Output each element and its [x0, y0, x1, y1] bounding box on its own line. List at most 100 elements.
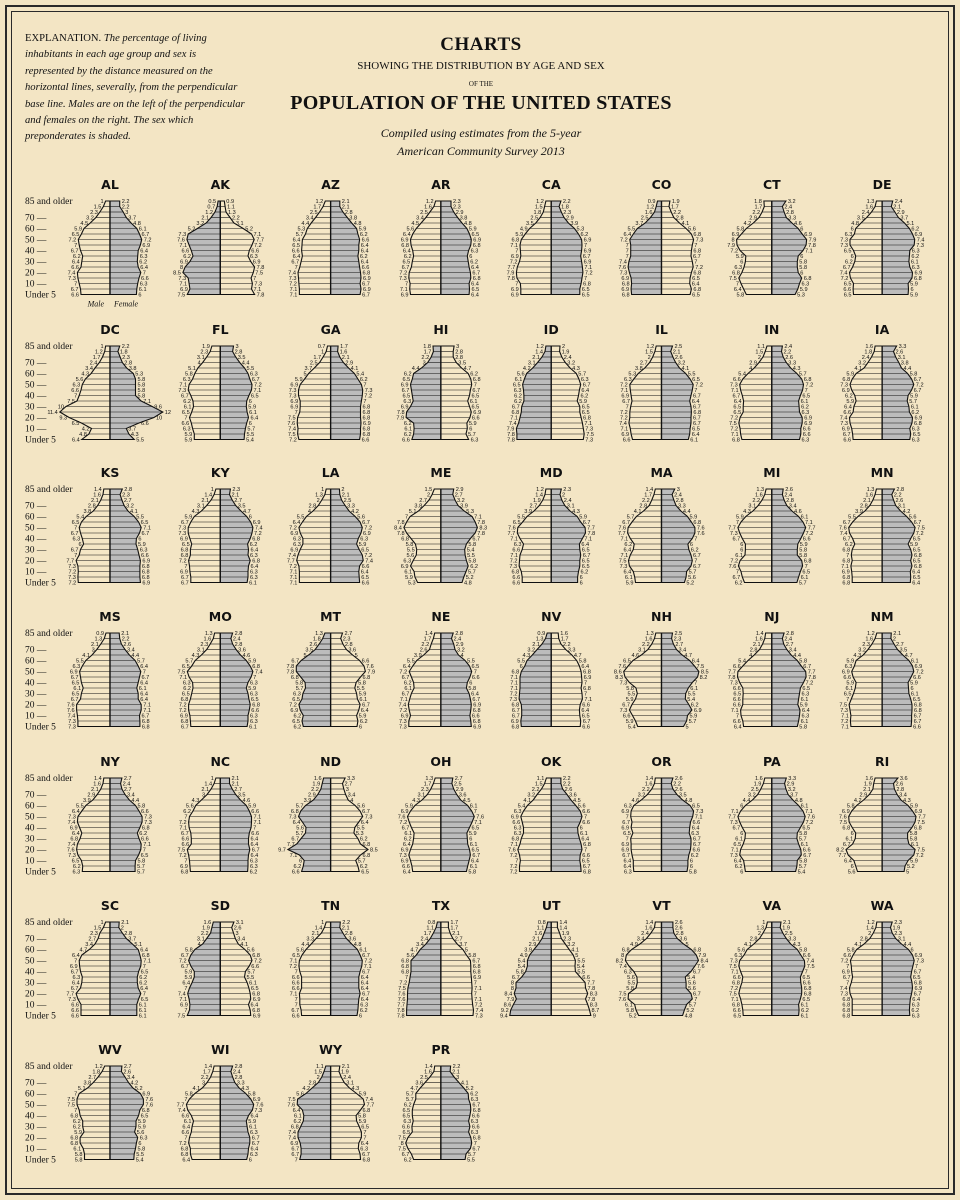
male-value-label: 6.3	[514, 388, 522, 394]
female-value-label: 6.3	[250, 681, 258, 687]
male-value-label: 6	[78, 542, 81, 548]
male-value-label: 5.5	[407, 659, 415, 665]
female-value-label: 2.6	[896, 782, 904, 788]
male-value-label: 7.6	[729, 564, 737, 570]
female-value-label: 6.2	[360, 719, 368, 725]
female-value-label: 3.4	[789, 648, 797, 654]
male-value-label: 5.9	[405, 804, 413, 810]
female-value-label: 6.9	[694, 708, 702, 714]
male-value-label: 6.6	[71, 1014, 79, 1020]
female-value-label: 2.4	[233, 637, 241, 643]
male-value-label: 2.1	[201, 216, 209, 222]
age-axis-label: 60 —	[25, 225, 47, 235]
female-value-label: 6.8	[914, 553, 922, 559]
female-value-label: 4	[350, 798, 353, 804]
male-value-label: 7.2	[730, 416, 738, 422]
female-value-label: 2.2	[122, 344, 130, 350]
male-value-label: 3.4	[85, 942, 93, 948]
male-value-label: 6.6	[292, 981, 300, 987]
male-value-label: 6.5	[513, 520, 521, 526]
male-value-label: 5.6	[407, 953, 415, 959]
male-value-label: 6.2	[404, 1103, 412, 1109]
female-value-label: 7	[584, 848, 587, 854]
male-value-label: 1.8	[864, 350, 872, 356]
female-value-label: 6.8	[142, 564, 150, 570]
male-value-label: 5.7	[406, 1092, 414, 1098]
female-value-label: 5.7	[137, 870, 145, 876]
male-value-label: 6.6	[402, 864, 410, 870]
female-value-label: 3.3	[347, 776, 355, 782]
male-value-label: 5.8	[185, 1092, 193, 1098]
female-value-label: 7.1	[254, 388, 262, 394]
male-value-label: 7.3	[68, 815, 76, 821]
female-value-label: 5.1	[134, 942, 142, 948]
female-value-label: 6.8	[473, 1108, 481, 1114]
female-value-label: 6.1	[911, 659, 919, 665]
female-value-label: 7.3	[696, 238, 704, 244]
female-value-label: 2	[893, 637, 896, 643]
male-value-label: 9.2	[501, 1008, 509, 1014]
male-value-label: 1.5	[755, 350, 763, 356]
female-value-label: 6.2	[470, 1092, 478, 1098]
female-value-label: 4.6	[794, 221, 802, 227]
female-value-label: 7.6	[476, 815, 484, 821]
female-value-label: 6.8	[252, 559, 260, 565]
male-value-label: 6.5	[72, 692, 80, 698]
female-value-label: 6.7	[693, 564, 701, 570]
female-value-label: 6	[249, 1158, 252, 1164]
male-value-label: 6.6	[843, 675, 851, 681]
female-value-label: 6.7	[252, 1136, 260, 1142]
female-value-label: 6.8	[693, 271, 701, 277]
male-value-label: 4	[198, 361, 201, 367]
male-value-label: 6.2	[845, 542, 853, 548]
female-value-label: 2.1	[232, 493, 240, 499]
male-value-label: 5.9	[185, 515, 193, 521]
female-value-label: 2.9	[566, 216, 574, 222]
male-value-label: 2.5	[751, 787, 759, 793]
male-value-label: 7.3	[620, 271, 628, 277]
outer-frame	[5, 5, 955, 1195]
male-value-label: 2.5	[310, 361, 318, 367]
female-value-label: 4.7	[574, 653, 582, 659]
male-value-label: 4.3	[192, 509, 200, 515]
male-value-label: 6.1	[184, 405, 192, 411]
male-value-label: 6	[851, 831, 854, 837]
male-value-label: 6.8	[622, 282, 630, 288]
male-value-label: 2.8	[860, 937, 868, 943]
age-axis-label: Under 5	[25, 723, 56, 733]
female-value-label: 6.7	[362, 703, 370, 709]
female-value-label: 6.4	[251, 548, 259, 554]
male-value-label: 7.7	[838, 853, 846, 859]
female-value-label: 6.1	[911, 692, 919, 698]
male-value-label: 1.7	[424, 637, 432, 643]
male-value-label: 1.6	[755, 637, 763, 643]
male-value-label: 6.9	[401, 848, 409, 854]
male-value-label: 7.6	[618, 664, 626, 670]
female-value-label: 6.7	[362, 992, 370, 998]
female-value-label: 2.2	[673, 782, 681, 788]
male-value-label: 7.3	[620, 681, 628, 687]
male-value-label: 6.8	[291, 1125, 299, 1131]
male-value-label: 1.7	[424, 350, 432, 356]
male-value-label: 6.2	[73, 1119, 81, 1125]
female-value-label: 2.4	[784, 344, 792, 350]
male-value-label: 1.9	[533, 498, 541, 504]
female-value-label: 2.8	[896, 487, 904, 493]
female-value-label: 5.9	[359, 542, 367, 548]
male-value-label: 0.9	[537, 631, 545, 637]
pyramid-chart-wa: WA1.2 2.31.4 1.92 2.32.8 3.14.1 4.45.8 66.6 6.9…	[840, 898, 924, 1020]
male-value-label: 3.5	[526, 221, 534, 227]
female-value-label: 2.9	[456, 787, 464, 793]
male-value-label: 6.4	[624, 570, 632, 576]
female-value-label: 6.3	[912, 1014, 920, 1020]
female-value-label: 3.2	[788, 787, 796, 793]
male-value-label: 2	[868, 931, 871, 937]
female-value-label: 6.7	[583, 553, 591, 559]
female-value-label: 7.3	[144, 820, 152, 826]
male-value-label: 5.4	[76, 515, 84, 521]
female-value-label: 2.6	[565, 787, 573, 793]
pyramid-chart-hi: HI1.8 31.7 2.82.2 2.83 3.54.4 4.76.2 6.26.5 6.8…	[396, 322, 481, 444]
male-value-label: 1.7	[424, 782, 432, 788]
state-title: HI	[433, 322, 448, 337]
female-value-label: 6.6	[362, 564, 370, 570]
